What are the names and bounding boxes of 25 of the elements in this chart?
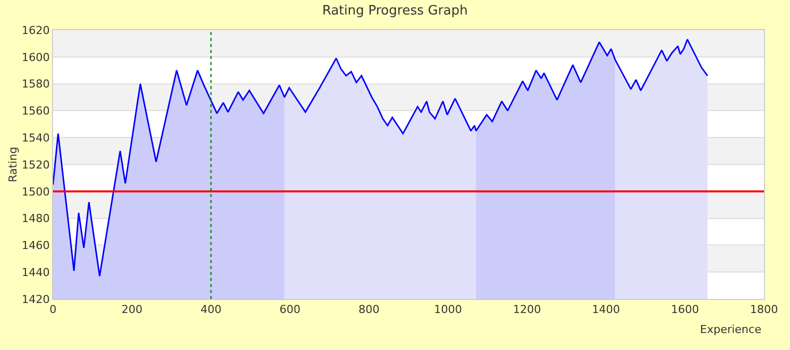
x-tick-label: 600: [280, 303, 300, 316]
x-tick-label: 1800: [750, 303, 778, 316]
x-tick-label: 200: [122, 303, 142, 316]
y-tick-label: 1520: [22, 158, 50, 172]
x-tick-label: 1400: [592, 303, 620, 316]
x-tick-label: 400: [200, 303, 222, 316]
y-tick-label: 1440: [22, 266, 50, 279]
y-tick-label: 1560: [22, 104, 50, 118]
x-tick-label: 0: [50, 303, 56, 316]
y-tick-label: 1480: [22, 212, 50, 226]
y-tick-label: 1540: [22, 131, 50, 144]
y-tick-label: 1580: [22, 78, 50, 91]
y-tick-label: 1460: [22, 239, 50, 252]
x-axis-title: Experience: [700, 323, 762, 336]
x-tick-label: 1600: [671, 303, 699, 316]
y-tick-label: 1420: [22, 292, 50, 306]
x-tick-label: 1200: [513, 303, 541, 316]
y-axis-title: Rating: [6, 146, 20, 182]
line-series: [53, 38, 708, 277]
y-tick-label: 1500: [22, 185, 50, 198]
chart-title: Rating Progress Graph: [322, 3, 468, 18]
x-tick-label: 800: [358, 303, 380, 316]
y-tick-label: 1620: [22, 24, 50, 37]
x-tick-label: 1000: [434, 303, 462, 316]
y-tick-label: 1600: [22, 50, 50, 64]
